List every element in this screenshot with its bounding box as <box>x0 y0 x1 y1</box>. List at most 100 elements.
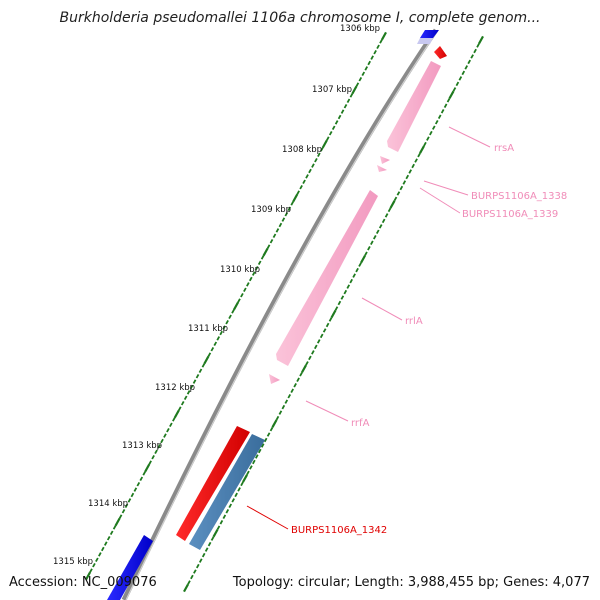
minor-tick <box>127 498 132 503</box>
minor-tick <box>180 400 185 406</box>
minor-tick <box>240 481 244 487</box>
minor-tick <box>207 352 212 357</box>
minor-tick <box>290 201 295 206</box>
major-tick <box>301 364 307 373</box>
minor-tick <box>337 114 342 120</box>
minor-tick <box>399 185 404 191</box>
minor-tick <box>249 465 253 470</box>
minor-tick <box>225 509 230 514</box>
minor-tick <box>473 48 477 54</box>
major-tick <box>233 301 239 311</box>
minor-tick <box>281 404 286 410</box>
minor-tick <box>243 287 247 293</box>
minor-tick <box>186 390 191 395</box>
major-tick <box>262 247 269 257</box>
major-tick <box>183 583 189 593</box>
label-rrfA: rrfA <box>351 418 370 429</box>
label-BURPS1106A_1339: BURPS1106A_1339 <box>462 209 558 220</box>
major-tick <box>360 255 366 264</box>
minor-tick <box>308 355 312 361</box>
minor-tick <box>198 558 203 563</box>
minor-tick <box>317 152 321 158</box>
minor-tick <box>358 262 362 267</box>
minor-tick <box>340 295 345 300</box>
minor-tick <box>452 87 457 92</box>
minor-tick <box>364 66 369 71</box>
minor-tick <box>263 437 268 443</box>
minor-tick <box>106 535 111 541</box>
minor-tick <box>334 306 339 311</box>
feature-rrfA[interactable] <box>269 374 280 384</box>
chromosome-backbone <box>121 28 439 600</box>
minor-tick <box>302 179 306 185</box>
cds-bottom-blue[interactable] <box>107 535 153 600</box>
minor-tick <box>296 190 300 195</box>
major-tick <box>478 35 484 45</box>
feature-track <box>107 30 447 600</box>
tick-label: 1309 kbp <box>251 205 291 215</box>
minor-tick <box>337 300 342 306</box>
minor-tick <box>133 487 138 492</box>
minor-tick <box>192 379 197 384</box>
minor-tick <box>95 557 99 563</box>
minor-tick <box>426 136 430 141</box>
feature-BURPS1106A_1342[interactable] <box>176 426 250 541</box>
major-tick <box>330 309 337 319</box>
minor-tick <box>187 580 191 585</box>
minor-tick <box>293 383 297 388</box>
minor-tick <box>196 563 200 569</box>
label-leaders <box>246 126 491 530</box>
minor-tick <box>207 541 212 547</box>
feature-rrsA[interactable] <box>387 61 441 152</box>
minor-tick <box>160 438 164 444</box>
major-tick <box>448 90 455 99</box>
minor-tick <box>402 180 407 185</box>
major-tick <box>271 419 278 428</box>
cds-top-blue[interactable] <box>420 30 439 38</box>
major-tick <box>212 529 219 538</box>
feature-BURPS1106A_1338[interactable] <box>380 156 390 164</box>
minor-tick <box>299 372 303 377</box>
major-tick <box>419 145 425 154</box>
major-tick <box>114 517 121 527</box>
major-tick <box>242 474 248 483</box>
minor-tick <box>346 284 351 289</box>
minor-tick <box>254 265 259 271</box>
tick-label: 1306 kbp <box>340 24 380 34</box>
minor-tick <box>266 244 271 249</box>
minor-tick <box>311 163 315 168</box>
tick-label: 1308 kbp <box>282 145 322 155</box>
minor-tick <box>299 184 303 190</box>
minor-tick <box>275 415 280 421</box>
feature-rrlA[interactable] <box>276 190 378 366</box>
minor-tick <box>219 330 223 336</box>
minor-tick <box>246 470 250 476</box>
label-BURPS1106A_1338: BURPS1106A_1338 <box>471 191 567 202</box>
tick-label: 1311 kbp <box>188 324 228 334</box>
minor-tick <box>417 152 421 158</box>
minor-tick <box>443 103 448 108</box>
minor-tick <box>281 217 286 222</box>
minor-tick <box>210 536 215 541</box>
minor-tick <box>249 276 253 282</box>
minor-tick <box>349 278 353 284</box>
minor-tick <box>340 109 345 114</box>
minor-tick <box>234 492 238 498</box>
minor-tick <box>308 168 312 174</box>
minor-tick <box>172 417 176 422</box>
minor-tick <box>275 228 280 233</box>
minor-tick <box>423 141 427 147</box>
minor-tick <box>352 273 356 278</box>
minor-tick <box>210 346 215 352</box>
major-tick <box>203 355 210 365</box>
feature-BURPS1106A_1339[interactable] <box>377 165 387 172</box>
minor-tick <box>387 207 392 213</box>
minor-tick <box>231 498 235 503</box>
page-title: Burkholderia pseudomallei 1106a chromoso… <box>59 10 541 26</box>
cds-small-red[interactable] <box>434 46 447 59</box>
minor-tick <box>190 574 194 580</box>
minor-tick <box>384 213 389 218</box>
feature-labels: rrsA BURPS1106A_1338 BURPS1106A_1339 rrl… <box>291 143 567 536</box>
cds-steel-blue[interactable] <box>189 434 265 550</box>
